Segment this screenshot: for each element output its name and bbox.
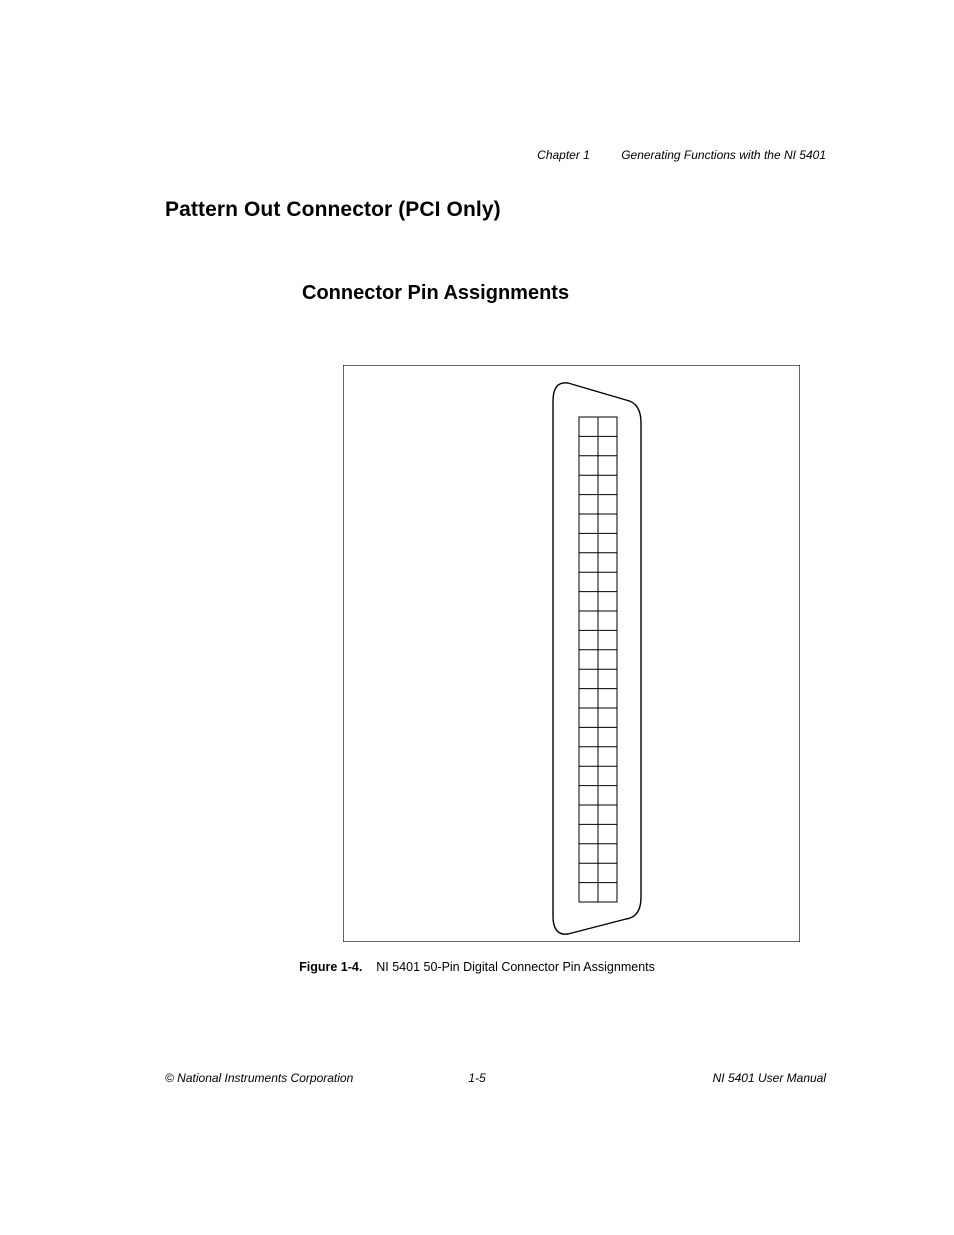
page-root: Chapter 1 Generating Functions with the … (0, 0, 954, 1235)
figure-caption-text: NI 5401 50-Pin Digital Connector Pin Ass… (376, 960, 655, 974)
running-head: Chapter 1 Generating Functions with the … (537, 148, 826, 162)
figure-caption-label: Figure 1-4. (299, 960, 362, 974)
running-head-title: Generating Functions with the NI 5401 (621, 148, 826, 162)
connector-diagram-svg (343, 365, 800, 942)
figure-frame (343, 365, 800, 942)
pin-grid (579, 417, 617, 902)
footer-right: NI 5401 User Manual (713, 1071, 826, 1085)
heading-main: Pattern Out Connector (PCI Only) (165, 198, 501, 222)
running-head-chapter: Chapter 1 (537, 148, 590, 162)
heading-sub: Connector Pin Assignments (302, 282, 569, 305)
figure-caption: Figure 1-4. NI 5401 50-Pin Digital Conne… (0, 960, 954, 974)
